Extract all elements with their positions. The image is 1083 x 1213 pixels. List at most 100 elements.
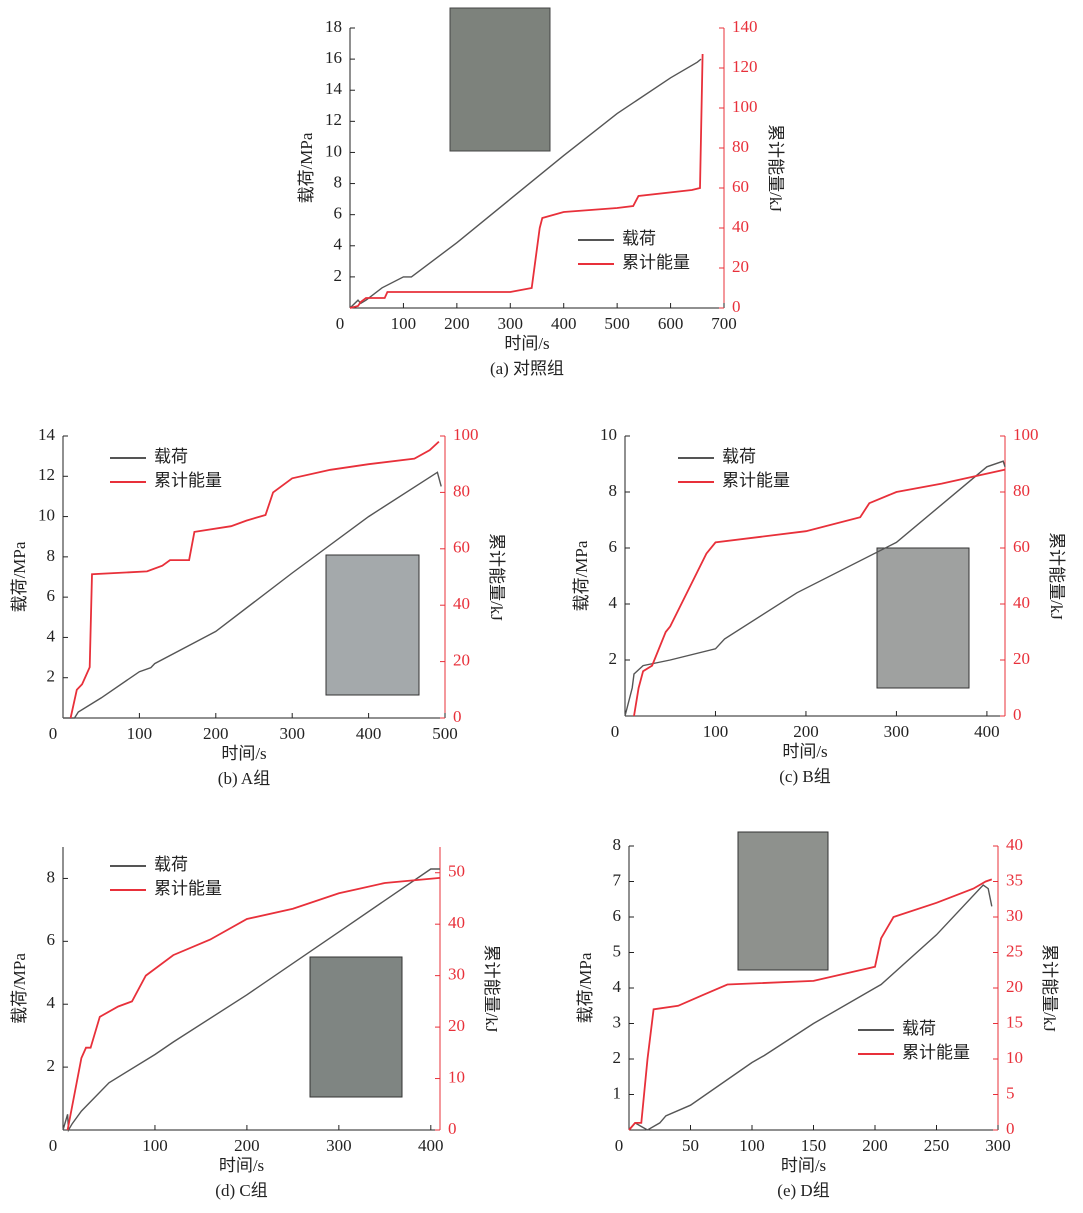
series-line (633, 468, 1006, 717)
y-tick-label: 8 (609, 481, 618, 500)
y-axis-label: 载荷/MPa (10, 953, 29, 1024)
y-tick-label: 2 (609, 649, 618, 668)
x-tick-label: 300 (884, 722, 910, 741)
y2-tick-label: 100 (453, 425, 479, 444)
y2-tick-label: 20 (1006, 977, 1023, 996)
y2-tick-label: 30 (448, 965, 465, 984)
x-tick-label: 0 (49, 1136, 58, 1155)
y2-tick-label: 120 (732, 57, 758, 76)
series-line (69, 440, 440, 719)
y-tick-label: 4 (47, 626, 56, 645)
y2-tick-label: 40 (448, 913, 465, 932)
legend-label: 载荷 (902, 1019, 936, 1038)
y-axis-label: 载荷/MPa (297, 132, 316, 203)
y2-tick-label: 40 (732, 217, 749, 236)
y-tick-label: 2 (47, 1056, 56, 1075)
y2-tick-label: 60 (1013, 537, 1030, 556)
y2-tick-label: 25 (1006, 941, 1023, 960)
y2-tick-label: 20 (453, 651, 470, 670)
y-tick-label: 6 (613, 906, 622, 925)
x-tick-label: 100 (739, 1136, 765, 1155)
x-tick-label: 300 (279, 724, 305, 743)
x-axis-label: 时间/s (781, 1156, 826, 1175)
y-tick-label: 10 (38, 505, 55, 524)
y2-tick-label: 20 (1013, 649, 1030, 668)
y2-tick-label: 35 (1006, 870, 1023, 889)
caption: (a) 对照组 (490, 359, 564, 378)
y2-tick-label: 10 (1006, 1048, 1023, 1067)
legend-label: 载荷 (722, 447, 756, 466)
x-tick-label: 500 (432, 724, 458, 743)
x-tick-label: 50 (682, 1136, 699, 1155)
y2-tick-label: 0 (448, 1119, 457, 1138)
legend-label: 累计能量 (154, 471, 222, 490)
legend-label: 载荷 (622, 229, 656, 248)
y2-tick-label: 80 (453, 481, 470, 500)
y2-tick-label: 0 (1013, 705, 1022, 724)
x-tick-label: 300 (326, 1136, 352, 1155)
specimen-photo (325, 554, 420, 696)
specimen-photo (449, 7, 551, 152)
legend-label: 载荷 (154, 447, 188, 466)
photos (309, 7, 970, 1098)
y2-tick-label: 80 (732, 137, 749, 156)
series-line (66, 877, 441, 1131)
x-axis-label: 时间/s (504, 334, 549, 353)
specimen-photo (737, 831, 829, 971)
x-tick-label: 200 (234, 1136, 260, 1155)
y-tick-label: 1 (613, 1083, 622, 1102)
y2-tick-label: 5 (1006, 1083, 1015, 1102)
x-tick-label: 200 (862, 1136, 888, 1155)
y-tick-label: 10 (325, 141, 342, 160)
y2-tick-label: 140 (732, 17, 758, 36)
y-tick-label: 8 (47, 546, 56, 565)
y2-axis-label: 累计能量/kJ (766, 124, 785, 212)
x-tick-label: 300 (498, 314, 524, 333)
y-tick-label: 3 (613, 1012, 622, 1031)
y-axis-label: 载荷/MPa (572, 540, 591, 611)
x-tick-label: 600 (658, 314, 684, 333)
y-tick-label: 4 (613, 977, 622, 996)
y-tick-label: 8 (334, 172, 343, 191)
y-tick-label: 5 (613, 941, 622, 960)
y-tick-label: 12 (38, 465, 55, 484)
x-tick-label: 100 (391, 314, 417, 333)
y2-tick-label: 10 (448, 1067, 465, 1086)
x-tick-label: 100 (127, 724, 153, 743)
y-tick-label: 14 (325, 79, 343, 98)
x-tick-label: 0 (49, 724, 58, 743)
y-tick-label: 10 (600, 425, 617, 444)
y-tick-label: 6 (47, 586, 56, 605)
y-tick-label: 16 (325, 48, 342, 67)
y2-axis-label: 累计能量/kJ (1047, 532, 1066, 620)
x-tick-label: 700 (711, 314, 737, 333)
x-tick-label: 250 (924, 1136, 950, 1155)
x-tick-label: 400 (356, 724, 382, 743)
y-tick-label: 2 (334, 266, 343, 285)
y2-tick-label: 40 (1006, 835, 1023, 854)
x-tick-label: 200 (203, 724, 229, 743)
series-line (349, 53, 704, 309)
legend-label: 载荷 (154, 855, 188, 874)
series-line (63, 471, 442, 719)
series-line (628, 878, 993, 1131)
x-tick-label: 100 (142, 1136, 168, 1155)
series-line (624, 460, 1006, 717)
y-axis-label: 载荷/MPa (576, 952, 595, 1023)
y-tick-label: 14 (38, 425, 56, 444)
x-axis-label: 时间/s (221, 744, 266, 763)
x-tick-label: 300 (985, 1136, 1011, 1155)
y2-tick-label: 20 (448, 1016, 465, 1035)
y-tick-label: 6 (334, 204, 343, 223)
x-tick-label: 400 (551, 314, 577, 333)
x-tick-label: 0 (336, 314, 345, 333)
y-tick-label: 12 (325, 110, 342, 129)
y2-tick-label: 100 (732, 97, 758, 116)
y-tick-label: 2 (47, 667, 56, 686)
y-tick-label: 8 (613, 835, 622, 854)
x-tick-label: 0 (615, 1136, 624, 1155)
y2-axis-label: 累计能量/kJ (487, 533, 506, 621)
y2-tick-label: 20 (732, 257, 749, 276)
y2-tick-label: 0 (1006, 1119, 1015, 1138)
